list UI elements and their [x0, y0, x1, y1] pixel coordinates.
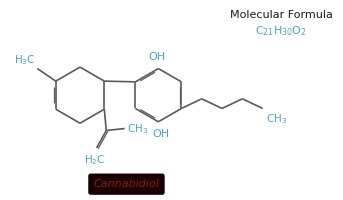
- FancyBboxPatch shape: [88, 174, 165, 195]
- Text: C$_{21}$H$_{30}$O$_2$: C$_{21}$H$_{30}$O$_2$: [256, 25, 307, 38]
- Text: Cannabidiol: Cannabidiol: [94, 179, 159, 189]
- Text: H$_2$C: H$_2$C: [84, 154, 105, 167]
- Text: CH$_3$: CH$_3$: [127, 123, 148, 136]
- Text: OH: OH: [153, 129, 170, 139]
- Text: H$_3$C: H$_3$C: [14, 53, 35, 67]
- Text: OH: OH: [149, 52, 166, 62]
- Text: CH$_3$: CH$_3$: [265, 112, 287, 126]
- Text: Molecular Formula: Molecular Formula: [230, 10, 333, 20]
